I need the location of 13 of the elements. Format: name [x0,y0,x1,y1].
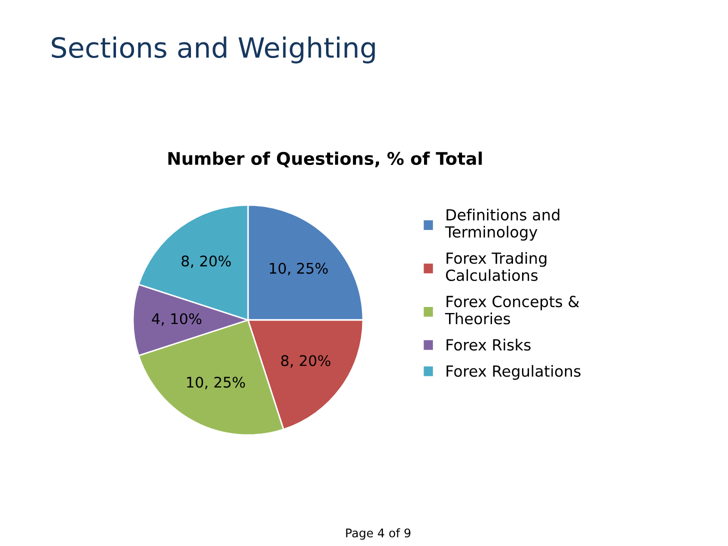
chart-title: Sections and Weighting [52,36,375,64]
data-label: 10, 25% [187,376,245,390]
chart-subtitle: Number of Questions, % of Total [168,152,482,168]
legend-label: Forex Trading Calculations [446,252,546,282]
text: Page 4 of 9 [346,528,410,540]
data-label: 8, 20% [182,256,231,268]
legend-label: Forex Risks [446,338,531,351]
legend-label: Definitions and Terminology [445,208,560,241]
data-label: 4, 10% [152,313,202,326]
data-label: 10, 25% [270,262,328,276]
legend-label: Forex Concepts & Theories [445,296,580,324]
data-label: 8, 20% [281,355,330,368]
legend-label: Forex Regulations [446,365,580,380]
